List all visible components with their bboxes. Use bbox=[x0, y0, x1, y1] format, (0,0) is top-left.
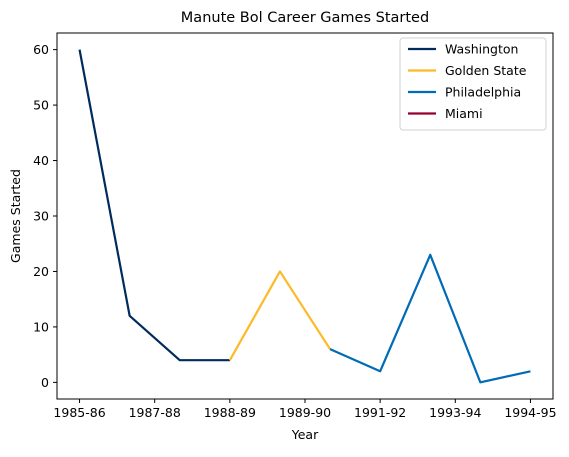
y-axis-label: Games Started bbox=[8, 169, 23, 263]
series-line-1 bbox=[228, 270, 331, 361]
x-axis-label: Year bbox=[291, 427, 319, 442]
x-tick-label: 1987-88 bbox=[129, 405, 181, 420]
y-tick-label: 50 bbox=[33, 98, 49, 113]
y-axis-ticks: 0 10 20 30 40 50 60 bbox=[33, 42, 57, 390]
x-tick-label: 1991-92 bbox=[354, 405, 406, 420]
x-tick-label: 1988-89 bbox=[204, 405, 256, 420]
legend-label: Philadelphia bbox=[445, 85, 521, 100]
y-tick-label: 40 bbox=[33, 153, 49, 168]
legend: Washington Golden State Philadelphia Miami bbox=[399, 37, 547, 131]
chart-title: Manute Bol Career Games Started bbox=[181, 10, 429, 26]
x-axis-ticks: 1985-86 1987-88 1988-89 1989-90 1991-92 1993-… bbox=[53, 399, 557, 420]
series-line-0 bbox=[78, 49, 230, 362]
x-tick-label: 1989-90 bbox=[279, 405, 331, 420]
y-tick-label: 0 bbox=[41, 375, 49, 390]
x-tick-label: 1985-86 bbox=[53, 405, 105, 420]
x-tick-label: 1994-95 bbox=[504, 405, 556, 420]
y-tick-label: 10 bbox=[33, 319, 49, 334]
legend-label: Miami bbox=[445, 106, 483, 121]
legend-label: Golden State bbox=[445, 63, 527, 78]
legend-label: Washington bbox=[445, 42, 518, 57]
series-lines bbox=[78, 49, 531, 384]
legend-box bbox=[399, 37, 547, 131]
y-tick-label: 20 bbox=[33, 264, 49, 279]
x-tick-label: 1993-94 bbox=[429, 405, 481, 420]
series-line-2 bbox=[329, 253, 531, 384]
y-tick-label: 60 bbox=[33, 42, 49, 57]
y-tick-label: 30 bbox=[33, 209, 49, 224]
